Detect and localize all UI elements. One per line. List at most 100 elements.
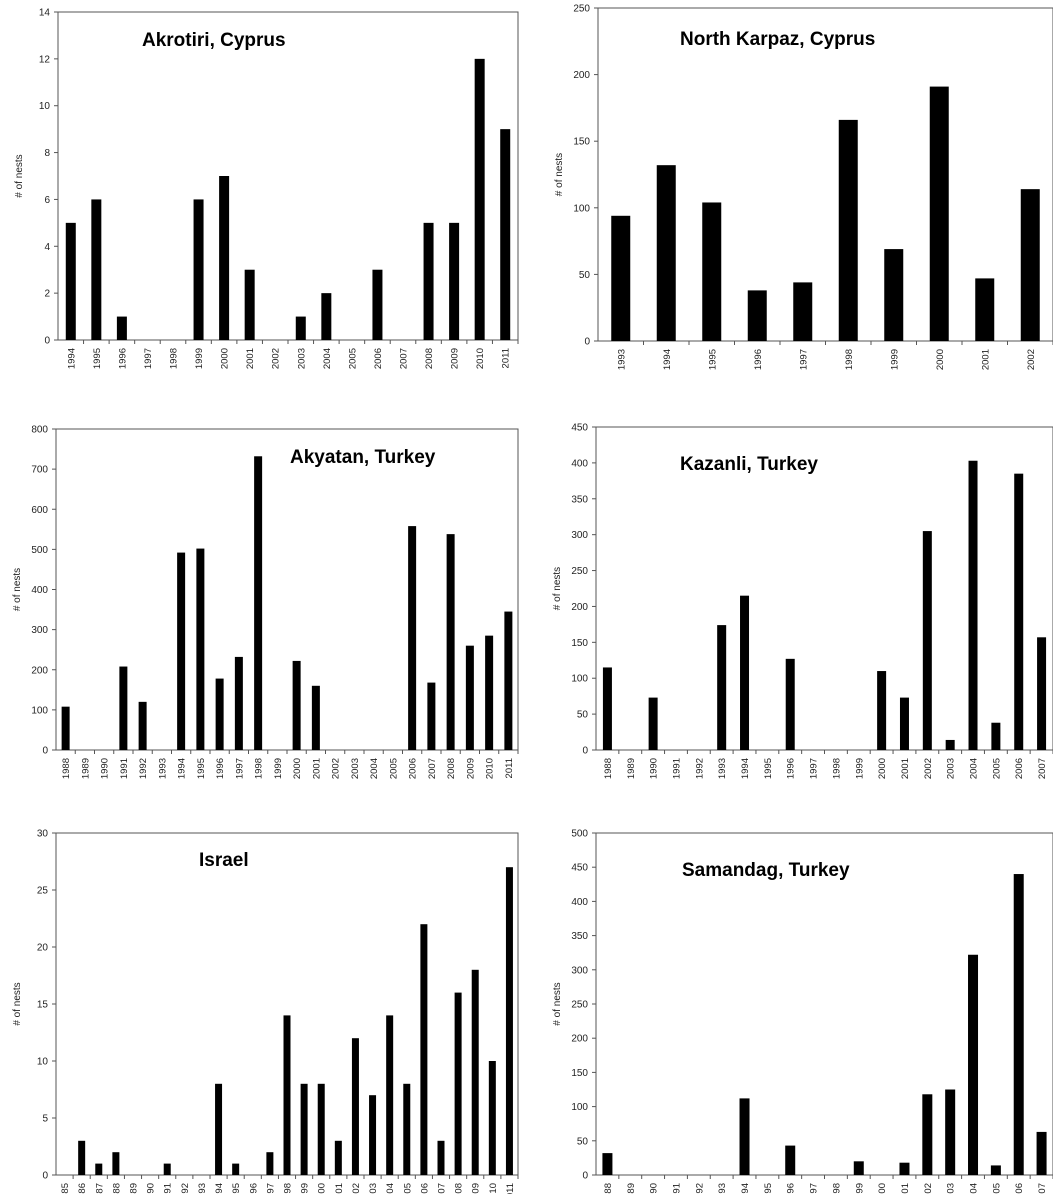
bar [739, 1098, 750, 1175]
x-tick-label: 2011 [504, 758, 515, 778]
y-tick-label: 150 [571, 1068, 588, 1079]
x-tick-label: 2004 [969, 758, 980, 779]
bar [334, 1140, 342, 1175]
bar [78, 1140, 86, 1175]
bar [266, 1152, 274, 1175]
bar [877, 671, 887, 750]
chart-panel: 0 100 200 300 400 500 600 700 800 1988 1989 1990 199… [12, 425, 519, 779]
x-tick-label: 1997 [798, 349, 809, 370]
y-tick-label: 30 [37, 829, 49, 840]
bar [500, 129, 511, 340]
y-tick-label: 5 [42, 1114, 48, 1125]
bar [648, 697, 658, 750]
y-tick-label: 2 [44, 289, 50, 300]
y-tick-label: 150 [573, 137, 590, 148]
bar [474, 58, 485, 340]
bar [116, 316, 127, 340]
bar [968, 954, 979, 1175]
x-tick-label: 2007 [1037, 758, 1048, 779]
y-tick-label: 500 [571, 829, 588, 840]
y-tick-label: 350 [571, 931, 588, 942]
x-tick-label: 2009 [471, 1183, 482, 1194]
y-tick-label: 14 [39, 8, 51, 19]
bar [163, 1163, 171, 1175]
x-tick-label: 1994 [740, 758, 751, 779]
y-tick-label: 450 [571, 863, 588, 874]
x-tick-label: 1989 [626, 758, 637, 779]
x-tick-label: 1997 [265, 1183, 276, 1194]
x-tick-label: 1996 [753, 349, 764, 370]
plot-frame [595, 426, 1053, 751]
x-tick-label: 2010 [475, 348, 486, 369]
y-tick-label: 400 [571, 458, 588, 469]
x-tick-label: 2010 [485, 758, 496, 779]
bar [656, 165, 676, 341]
x-tick-label: 1993 [197, 1183, 208, 1194]
y-tick-label: 250 [573, 4, 590, 15]
x-tick-label: 1998 [831, 1183, 842, 1194]
x-tick-label: 2001 [900, 1183, 911, 1194]
bar [785, 658, 795, 750]
y-tick-label: 10 [37, 1057, 49, 1068]
bar [793, 282, 813, 341]
x-tick-label: 1993 [616, 349, 627, 370]
x-tick-label: 2001 [980, 349, 991, 370]
bar [899, 697, 909, 750]
y-tick-label: 0 [582, 1171, 588, 1182]
x-tick-label: 2006 [1014, 1183, 1025, 1194]
x-tick-label: 2011 [505, 1183, 516, 1194]
x-tick-label: 1992 [694, 758, 705, 779]
bar [420, 924, 428, 1175]
bar [884, 249, 904, 341]
x-tick-label: 1993 [717, 758, 728, 779]
y-tick-label: 200 [31, 665, 48, 676]
x-tick-label: 2000 [877, 758, 888, 779]
x-tick-label: 1996 [786, 1183, 797, 1194]
bar [300, 1083, 308, 1175]
x-tick-label: 2007 [1037, 1183, 1048, 1194]
chart-panel: 0 5 10 15 20 25 30 1985 1986 1987 1988 1989 1990 1991… [12, 829, 519, 1194]
y-tick-label: 12 [39, 54, 51, 65]
x-tick-label: 2001 [311, 758, 322, 779]
x-tick-label: 1992 [694, 1183, 705, 1194]
x-tick-label: 1988 [603, 1183, 614, 1194]
y-tick-label: 700 [31, 465, 48, 476]
chart-panel: 0 50 100 150 200 250 300 350 400 450 1988 1989 1990 1… [552, 423, 1053, 779]
y-tick-label: 100 [571, 1102, 588, 1113]
x-tick-label: 1995 [196, 758, 207, 779]
bar [292, 660, 301, 750]
x-tick-label: 2006 [373, 348, 384, 369]
x-tick-label: 1988 [61, 758, 72, 779]
x-tick-label: 1998 [831, 758, 842, 779]
x-tick-label: 1996 [248, 1183, 259, 1194]
y-axis-label: # of nests [12, 568, 23, 611]
x-tick-label: 2005 [388, 758, 399, 779]
bar [505, 867, 513, 1175]
bar [990, 1165, 1001, 1175]
x-tick-label: 1999 [854, 1183, 865, 1194]
x-tick-label: 1997 [143, 348, 154, 369]
y-tick-label: 8 [44, 148, 50, 159]
y-tick-label: 400 [571, 897, 588, 908]
bar [611, 215, 631, 341]
x-tick-label: 1988 [111, 1183, 122, 1194]
y-tick-label: 0 [44, 336, 50, 347]
x-tick-label: 1999 [300, 1183, 311, 1194]
y-axis-label: # of nests [552, 982, 563, 1025]
bar [386, 1015, 394, 1175]
x-tick-label: 2002 [271, 348, 282, 369]
bar [193, 199, 204, 340]
chart-title: Kazanli, Turkey [680, 454, 818, 475]
x-tick-label: 1989 [129, 1183, 140, 1194]
x-tick-label: 2002 [923, 1183, 934, 1194]
x-tick-label: 2009 [465, 758, 476, 779]
x-tick-label: 1990 [100, 758, 111, 779]
x-tick-label: 1991 [671, 758, 682, 779]
x-tick-label: 1992 [180, 1183, 191, 1194]
y-tick-label: 4 [44, 242, 50, 253]
y-tick-label: 300 [571, 530, 588, 541]
bar [446, 534, 455, 750]
x-tick-label: 1999 [889, 349, 900, 370]
x-tick-label: 1990 [146, 1183, 157, 1194]
x-tick-label: 2008 [454, 1183, 465, 1194]
